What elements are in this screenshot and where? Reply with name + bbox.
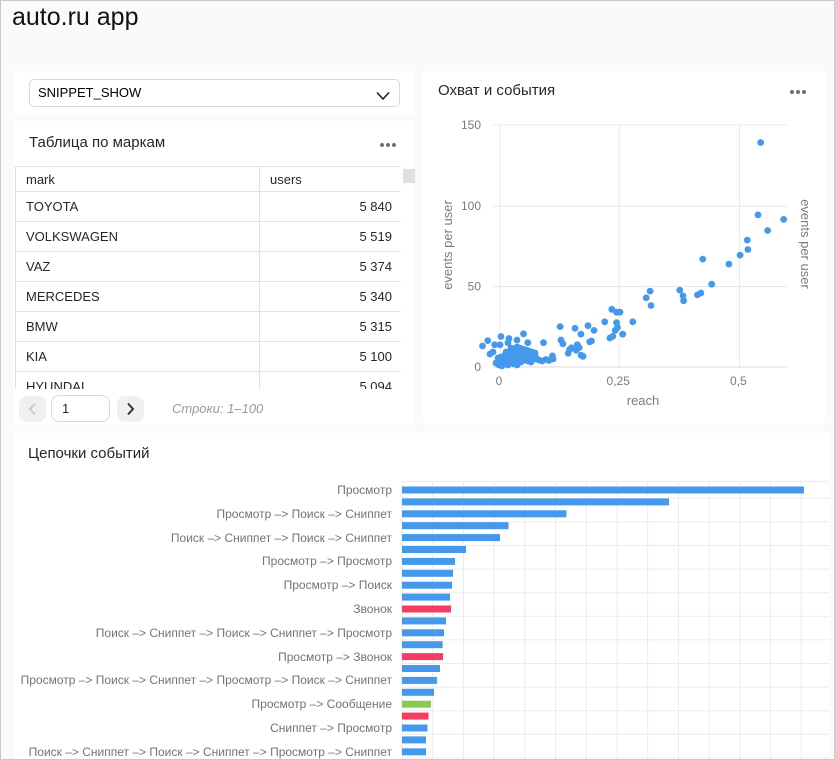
svg-text:100: 100 — [461, 199, 481, 213]
svg-text:0: 0 — [496, 374, 503, 388]
svg-text:150: 150 — [461, 118, 481, 132]
svg-text:0: 0 — [474, 360, 481, 374]
svg-text:reach: reach — [627, 393, 660, 408]
svg-text:0,5: 0,5 — [730, 374, 747, 388]
svg-text:events per user: events per user — [798, 199, 813, 289]
svg-text:50: 50 — [468, 280, 482, 294]
svg-text:0,25: 0,25 — [607, 374, 631, 388]
svg-text:events per user: events per user — [440, 200, 455, 290]
